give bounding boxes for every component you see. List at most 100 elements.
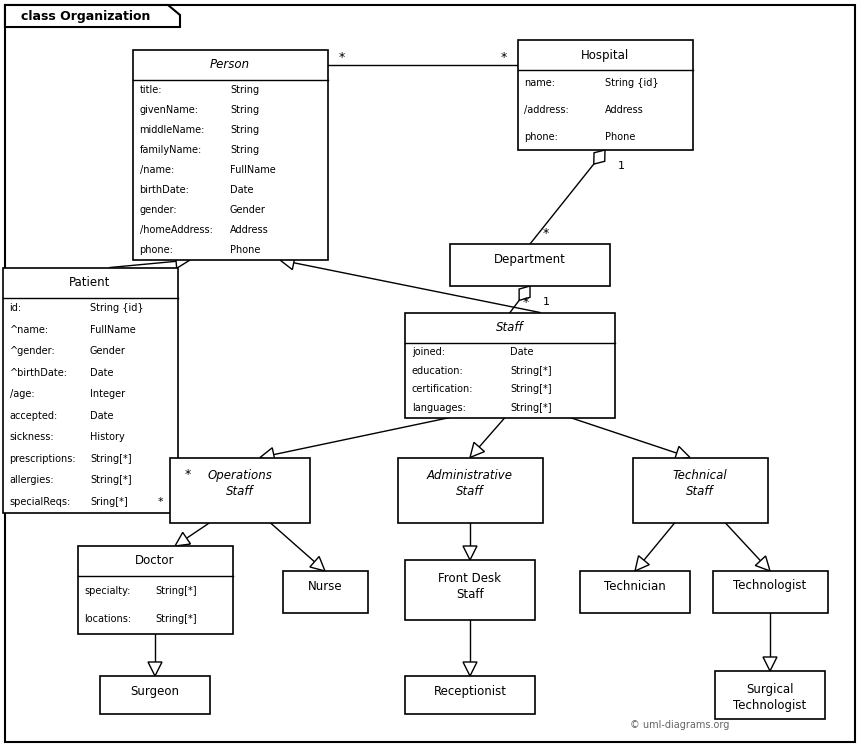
Bar bbox=[632, 457, 767, 522]
Text: Patient: Patient bbox=[70, 276, 111, 289]
Text: Front Desk
Staff: Front Desk Staff bbox=[439, 571, 501, 601]
Text: Hospital: Hospital bbox=[580, 49, 630, 61]
Text: /age:: /age: bbox=[9, 389, 34, 399]
Text: /name:: /name: bbox=[139, 165, 174, 175]
Text: Date: Date bbox=[230, 185, 254, 195]
Polygon shape bbox=[260, 447, 275, 462]
Text: Staff: Staff bbox=[496, 321, 524, 334]
Polygon shape bbox=[310, 557, 325, 571]
Text: Phone: Phone bbox=[230, 245, 261, 255]
Text: History: History bbox=[90, 433, 125, 442]
Bar bbox=[100, 676, 210, 714]
Text: Department: Department bbox=[494, 252, 566, 265]
Bar bbox=[405, 560, 535, 620]
Text: Surgeon: Surgeon bbox=[131, 684, 180, 698]
Text: Administrative
Staff: Administrative Staff bbox=[427, 469, 513, 498]
Polygon shape bbox=[635, 556, 649, 571]
Text: birthDate:: birthDate: bbox=[139, 185, 189, 195]
Text: allergies:: allergies: bbox=[9, 475, 54, 486]
Text: Operations
Staff: Operations Staff bbox=[207, 469, 273, 498]
Text: FullName: FullName bbox=[90, 325, 136, 335]
Text: Surgical
Technologist: Surgical Technologist bbox=[734, 683, 807, 711]
Bar bbox=[170, 457, 310, 522]
Text: © uml-diagrams.org: © uml-diagrams.org bbox=[630, 720, 729, 730]
Bar bbox=[580, 571, 690, 613]
Text: String[*]: String[*] bbox=[510, 403, 551, 413]
Text: Receptionist: Receptionist bbox=[433, 684, 507, 698]
Text: joined:: joined: bbox=[412, 347, 445, 357]
Text: String: String bbox=[230, 125, 259, 135]
Text: Date: Date bbox=[510, 347, 533, 357]
Polygon shape bbox=[148, 662, 162, 676]
Bar bbox=[712, 571, 827, 613]
Text: Date: Date bbox=[90, 368, 114, 378]
Text: Phone: Phone bbox=[605, 131, 636, 142]
Text: Sring[*]: Sring[*] bbox=[90, 497, 128, 506]
Text: Date: Date bbox=[90, 411, 114, 421]
Text: name:: name: bbox=[525, 78, 556, 88]
Polygon shape bbox=[463, 546, 477, 560]
Text: accepted:: accepted: bbox=[9, 411, 58, 421]
Bar bbox=[405, 676, 535, 714]
Text: Nurse: Nurse bbox=[308, 580, 342, 592]
Text: locations:: locations: bbox=[84, 615, 132, 624]
Bar bbox=[405, 312, 615, 418]
Text: String[*]: String[*] bbox=[510, 385, 551, 394]
Text: String[*]: String[*] bbox=[90, 453, 132, 464]
Text: id:: id: bbox=[9, 303, 22, 313]
Text: Doctor: Doctor bbox=[135, 554, 175, 568]
Polygon shape bbox=[463, 662, 477, 676]
Text: String: String bbox=[230, 85, 259, 95]
Text: String {id}: String {id} bbox=[605, 78, 659, 88]
Text: specialty:: specialty: bbox=[84, 586, 131, 595]
Bar bbox=[715, 671, 825, 719]
Text: String[*]: String[*] bbox=[155, 615, 197, 624]
Text: title:: title: bbox=[139, 85, 162, 95]
Text: Technical
Staff: Technical Staff bbox=[673, 469, 728, 498]
Text: languages:: languages: bbox=[412, 403, 466, 413]
Text: Integer: Integer bbox=[90, 389, 125, 399]
Text: Person: Person bbox=[210, 58, 250, 72]
Text: String[*]: String[*] bbox=[90, 475, 132, 486]
Polygon shape bbox=[5, 5, 180, 27]
Polygon shape bbox=[470, 442, 484, 457]
Bar bbox=[450, 244, 610, 286]
Text: Technologist: Technologist bbox=[734, 580, 807, 592]
Text: Gender: Gender bbox=[90, 347, 126, 356]
Text: /homeAddress:: /homeAddress: bbox=[139, 225, 212, 235]
Bar bbox=[397, 457, 543, 522]
Bar bbox=[518, 40, 692, 150]
Text: gender:: gender: bbox=[139, 205, 177, 215]
Text: String[*]: String[*] bbox=[510, 365, 551, 376]
Text: education:: education: bbox=[412, 365, 464, 376]
Text: ^birthDate:: ^birthDate: bbox=[9, 368, 67, 378]
Polygon shape bbox=[280, 256, 295, 270]
Polygon shape bbox=[593, 150, 605, 164]
Text: ^gender:: ^gender: bbox=[9, 347, 55, 356]
Bar bbox=[3, 267, 177, 512]
Text: prescriptions:: prescriptions: bbox=[9, 453, 77, 464]
Text: phone:: phone: bbox=[139, 245, 174, 255]
Text: Address: Address bbox=[605, 105, 644, 115]
Text: *: * bbox=[184, 468, 191, 481]
Text: String {id}: String {id} bbox=[90, 303, 144, 313]
Text: ^name:: ^name: bbox=[9, 325, 49, 335]
Text: *: * bbox=[338, 51, 345, 63]
Polygon shape bbox=[763, 657, 777, 671]
Bar bbox=[132, 50, 328, 260]
Text: *: * bbox=[501, 51, 507, 63]
Text: /address:: /address: bbox=[525, 105, 569, 115]
Text: class Organization: class Organization bbox=[21, 10, 150, 23]
Bar bbox=[77, 546, 232, 634]
Text: *: * bbox=[157, 497, 163, 507]
Text: String[*]: String[*] bbox=[155, 586, 197, 595]
Text: Technician: Technician bbox=[604, 580, 666, 592]
Text: specialReqs:: specialReqs: bbox=[9, 497, 71, 506]
Text: FullName: FullName bbox=[230, 165, 276, 175]
Text: 1: 1 bbox=[617, 161, 624, 171]
Polygon shape bbox=[755, 556, 770, 571]
Text: Gender: Gender bbox=[230, 205, 266, 215]
Text: middleName:: middleName: bbox=[139, 125, 205, 135]
Text: *: * bbox=[523, 296, 529, 309]
Polygon shape bbox=[674, 447, 690, 459]
